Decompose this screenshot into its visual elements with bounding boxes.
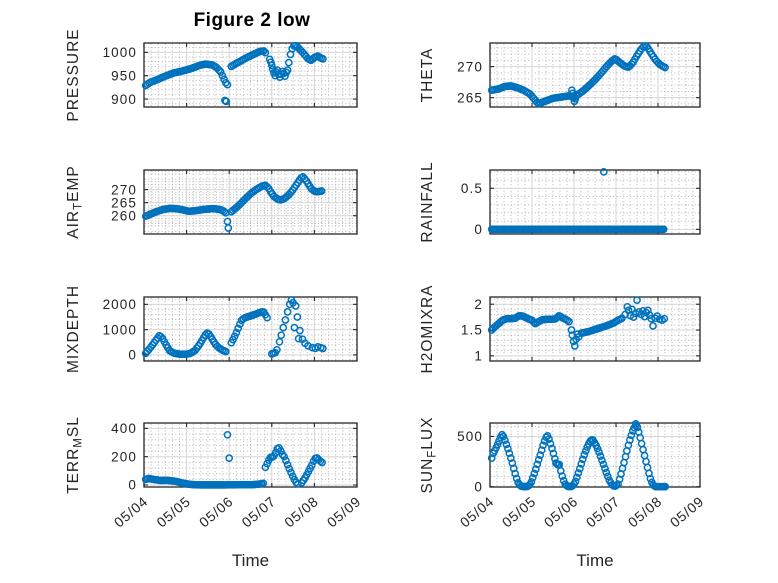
subplot-theta: 265 270 THETA bbox=[419, 41, 701, 108]
y-axis-label-air_temp: AIRTEMP bbox=[65, 165, 85, 238]
subplot-sun_flux: 0 500 SUNFLUX 05/04 05/05 05/06 05/07 05/08 05/0… bbox=[419, 417, 707, 531]
x-tick-label: 05/04 bbox=[457, 493, 497, 530]
x-tick-label: 05/05 bbox=[153, 493, 193, 530]
y-axis-label-theta: THETA bbox=[419, 48, 436, 103]
data-markers bbox=[141, 172, 326, 232]
plot-border bbox=[489, 42, 701, 108]
data-markers bbox=[141, 296, 327, 359]
minor-grid bbox=[490, 170, 700, 234]
figure-title: Figure 2 low bbox=[193, 10, 311, 31]
y-tick-label: 270 bbox=[111, 182, 137, 197]
y-tick-label: 265 bbox=[111, 195, 137, 210]
y-tick-label: 265 bbox=[457, 90, 483, 105]
tick-marks bbox=[489, 297, 701, 361]
y-tick-label: 400 bbox=[111, 421, 137, 436]
y-tick-label: 0.5 bbox=[461, 181, 483, 196]
y-axis-label-sun_flux: SUNFLUX bbox=[419, 417, 439, 494]
y-tick-label: 200 bbox=[111, 449, 137, 464]
data-markers bbox=[487, 420, 670, 491]
y-tick-label: 1000 bbox=[103, 322, 137, 337]
subplot-h2omixra: 1 1.5 2 H2OMIXRA bbox=[419, 285, 701, 374]
x-tick-label: 05/06 bbox=[196, 493, 236, 530]
y-tick-label: 1.5 bbox=[461, 323, 483, 338]
x-tick-label: 05/08 bbox=[625, 493, 665, 530]
y-tick-label: 0 bbox=[128, 478, 137, 493]
y-tick-label: 950 bbox=[111, 68, 137, 83]
plot-border bbox=[143, 169, 358, 235]
subplot-pressure: 900 950 1000 PRESSURE bbox=[65, 28, 358, 122]
minor-grid bbox=[490, 297, 700, 361]
y-tick-label: 900 bbox=[111, 92, 137, 107]
minor-grid bbox=[490, 423, 700, 487]
tick-marks bbox=[143, 297, 358, 361]
data-markers bbox=[487, 168, 668, 234]
plot-border bbox=[143, 42, 358, 108]
subplot-terr_msl: 0 200 400 TERRMSL 05/04 05/05 05/06 05/07 05/08 0… bbox=[65, 416, 364, 530]
data-markers bbox=[487, 296, 669, 350]
y-tick-label: 500 bbox=[457, 429, 483, 444]
x-tick-label: 05/06 bbox=[541, 493, 581, 530]
x-tick-label: 05/04 bbox=[111, 493, 151, 530]
data-markers bbox=[487, 41, 669, 108]
y-tick-label: 0 bbox=[128, 348, 137, 363]
x-tick-label: 05/07 bbox=[239, 493, 279, 530]
x-tick-label: 05/07 bbox=[583, 493, 623, 530]
plot-border bbox=[489, 169, 701, 235]
tick-marks bbox=[143, 423, 358, 487]
data-markers bbox=[141, 430, 326, 489]
y-tick-label: 1000 bbox=[103, 45, 137, 60]
x-axis-label-left: Time bbox=[231, 551, 270, 570]
x-tick-label: 05/09 bbox=[324, 493, 364, 530]
x-tick-label: 05/09 bbox=[667, 493, 707, 530]
y-tick-label: 2 bbox=[474, 297, 483, 312]
y-axis-label-rainfall: RAINFALL bbox=[419, 161, 436, 242]
subplot-mixdepth: 0 1000 2000 MIXDEPTH bbox=[65, 285, 358, 373]
plot-border bbox=[143, 296, 358, 362]
y-tick-label: 0 bbox=[474, 222, 483, 237]
data-markers bbox=[141, 41, 327, 106]
y-tick-label: 0 bbox=[474, 479, 483, 494]
x-tick-label: 05/08 bbox=[281, 493, 321, 530]
x-tick-label: 05/05 bbox=[499, 493, 539, 530]
y-axis-label-pressure: PRESSURE bbox=[65, 28, 82, 121]
y-tick-label: 260 bbox=[111, 208, 137, 223]
y-tick-label: 270 bbox=[457, 59, 483, 74]
x-axis-label-right: Time bbox=[576, 551, 614, 570]
y-axis-label-mixdepth: MIXDEPTH bbox=[65, 285, 82, 373]
y-axis-label-terr_msl: TERRMSL bbox=[65, 416, 85, 494]
y-axis-label-h2omixra: H2OMIXRA bbox=[419, 285, 436, 374]
y-tick-label: 1 bbox=[474, 349, 483, 364]
subplot-rainfall: 0 0.5 RAINFALL bbox=[419, 161, 701, 243]
y-tick-label: 2000 bbox=[103, 297, 137, 312]
tick-marks bbox=[489, 43, 701, 107]
